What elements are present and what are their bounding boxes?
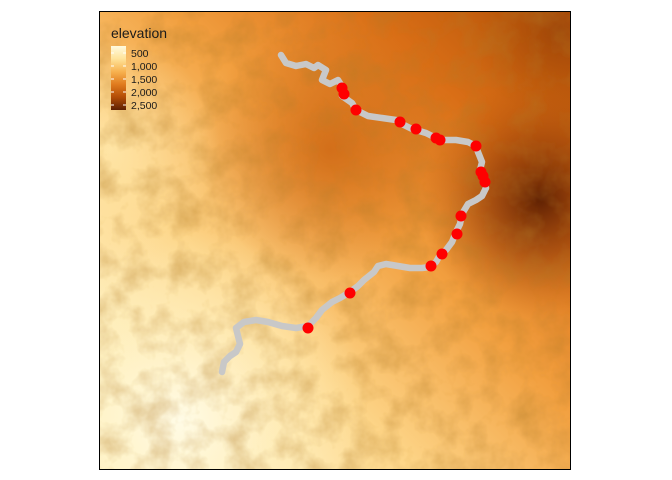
map-frame bbox=[99, 11, 571, 470]
route-point-4 bbox=[394, 116, 406, 128]
legend-label-2000: 2,000 bbox=[131, 87, 157, 99]
route-point-5 bbox=[410, 123, 422, 135]
legend-label-2500: 2,500 bbox=[131, 100, 157, 112]
route-point-3 bbox=[350, 104, 362, 116]
legend-label-1500: 1,500 bbox=[131, 74, 157, 86]
route-points bbox=[302, 82, 491, 334]
legend-colorbar bbox=[111, 46, 126, 110]
route-point-12 bbox=[455, 210, 467, 222]
route-point-14 bbox=[436, 248, 448, 260]
route-point-17 bbox=[302, 322, 314, 334]
legend-title: elevation bbox=[111, 25, 167, 41]
legend-label-500: 500 bbox=[131, 48, 149, 60]
route-point-8 bbox=[470, 140, 482, 152]
legend-ticks bbox=[111, 52, 126, 106]
route-point-7 bbox=[434, 134, 446, 146]
route-point-15 bbox=[425, 260, 437, 272]
route-point-16 bbox=[344, 287, 356, 299]
legend-label-1000: 1,000 bbox=[131, 61, 157, 73]
route-point-13 bbox=[451, 228, 463, 240]
route-point-11 bbox=[479, 176, 491, 188]
legend: elevation 500 1,000 1,500 2,000 2,500 bbox=[111, 25, 167, 112]
route-point-2 bbox=[338, 88, 350, 100]
elevation-raster bbox=[99, 11, 571, 470]
